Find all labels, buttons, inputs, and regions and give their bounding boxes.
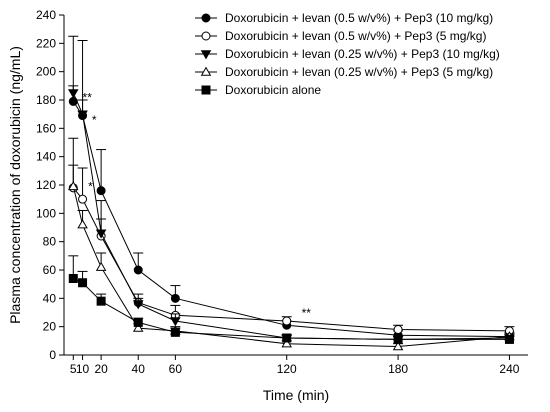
y-tick-label: 0 xyxy=(49,348,56,362)
legend-item: Doxorubicin + levan (0.25 w/v%) + Pep3 (… xyxy=(195,47,500,61)
legend-item: Doxorubicin alone xyxy=(195,83,321,97)
legend-label: Doxorubicin + levan (0.25 w/v%) + Pep3 (… xyxy=(225,65,493,79)
x-tick-label: 240 xyxy=(499,362,519,376)
y-axis-title: Plasma concentration of doxorubicin (ng/… xyxy=(7,46,23,324)
data-point xyxy=(68,181,79,191)
x-tick-label: 10 xyxy=(76,362,90,376)
y-tick-label: 200 xyxy=(36,65,56,79)
series-0 xyxy=(68,35,515,342)
series-line xyxy=(72,186,510,348)
y-tick-label: 80 xyxy=(43,235,57,249)
significance-marker: ** xyxy=(83,90,93,104)
series-line xyxy=(72,101,510,338)
data-point xyxy=(133,317,143,327)
x-tick-label: 60 xyxy=(169,362,183,376)
data-point xyxy=(132,322,144,332)
legend-label: Doxorubicin + levan (0.25 w/v%) + Pep3 (… xyxy=(225,47,500,61)
legend-label: Doxorubicin + levan (0.5 w/v%) + Pep3 (5… xyxy=(225,29,486,43)
legend-marker xyxy=(201,13,211,23)
legend-item: Doxorubicin + levan (0.5 w/v%) + Pep3 (1… xyxy=(195,11,493,25)
y-tick-label: 160 xyxy=(36,121,56,135)
axes: 0 20 40 60 80 100 120 140 160 180 200 220 240 5 10 20 40… xyxy=(36,8,528,376)
data-point xyxy=(282,333,292,343)
data-point xyxy=(133,265,143,275)
legend-marker xyxy=(201,31,211,41)
y-tick-label: 120 xyxy=(36,178,56,192)
annotations: ****** xyxy=(83,90,312,319)
data-point xyxy=(78,194,88,204)
x-tick-label: 5 xyxy=(70,362,77,376)
series-layer xyxy=(68,35,515,351)
data-point xyxy=(393,334,403,344)
data-point xyxy=(68,89,79,99)
x-tick-label: 40 xyxy=(132,362,146,376)
y-tick-label: 220 xyxy=(36,36,56,50)
data-point xyxy=(282,316,292,326)
data-point xyxy=(95,261,107,271)
data-point xyxy=(392,341,404,351)
series-1 xyxy=(68,137,515,336)
legend-label: Doxorubicin + levan (0.5 w/v%) + Pep3 (1… xyxy=(225,11,493,25)
data-point xyxy=(68,274,78,283)
data-point xyxy=(281,338,292,348)
data-point xyxy=(170,327,180,337)
legend-item: Doxorubicin + levan (0.25 w/v%) + Pep3 (… xyxy=(195,65,493,79)
series-line xyxy=(72,187,510,332)
x-axis-title: Time (min) xyxy=(263,387,329,403)
legend-label: Doxorubicin alone xyxy=(225,83,321,97)
significance-marker: * xyxy=(88,180,93,194)
data-point xyxy=(393,325,403,334)
legend-marker xyxy=(200,50,212,60)
y-tick-label: 240 xyxy=(36,8,56,22)
y-tick-label: 140 xyxy=(36,150,56,164)
data-point xyxy=(170,293,180,303)
data-point xyxy=(78,278,88,288)
y-tick-label: 40 xyxy=(43,291,57,305)
x-tick-label: 180 xyxy=(388,362,408,376)
series-4 xyxy=(68,255,515,344)
data-point xyxy=(170,317,181,327)
y-tick-label: 60 xyxy=(43,263,57,277)
significance-marker: ** xyxy=(302,306,312,320)
data-point xyxy=(96,186,106,196)
legend: Doxorubicin + levan (0.5 w/v%) + Pep3 (1… xyxy=(195,11,500,97)
x-tick-label: 120 xyxy=(277,362,297,376)
legend-marker xyxy=(201,85,211,95)
data-point xyxy=(96,296,106,306)
significance-marker: * xyxy=(92,113,97,127)
y-tick-label: 180 xyxy=(36,93,56,107)
y-tick-label: 20 xyxy=(43,320,57,334)
legend-marker xyxy=(200,66,212,76)
data-point xyxy=(504,334,514,344)
data-point xyxy=(95,229,107,239)
x-tick-label: 20 xyxy=(94,362,108,376)
data-point xyxy=(77,110,88,120)
y-tick-label: 100 xyxy=(36,206,56,220)
data-point xyxy=(132,300,144,310)
data-point xyxy=(77,219,88,229)
legend-item: Doxorubicin + levan (0.5 w/v%) + Pep3 (5… xyxy=(195,29,486,43)
